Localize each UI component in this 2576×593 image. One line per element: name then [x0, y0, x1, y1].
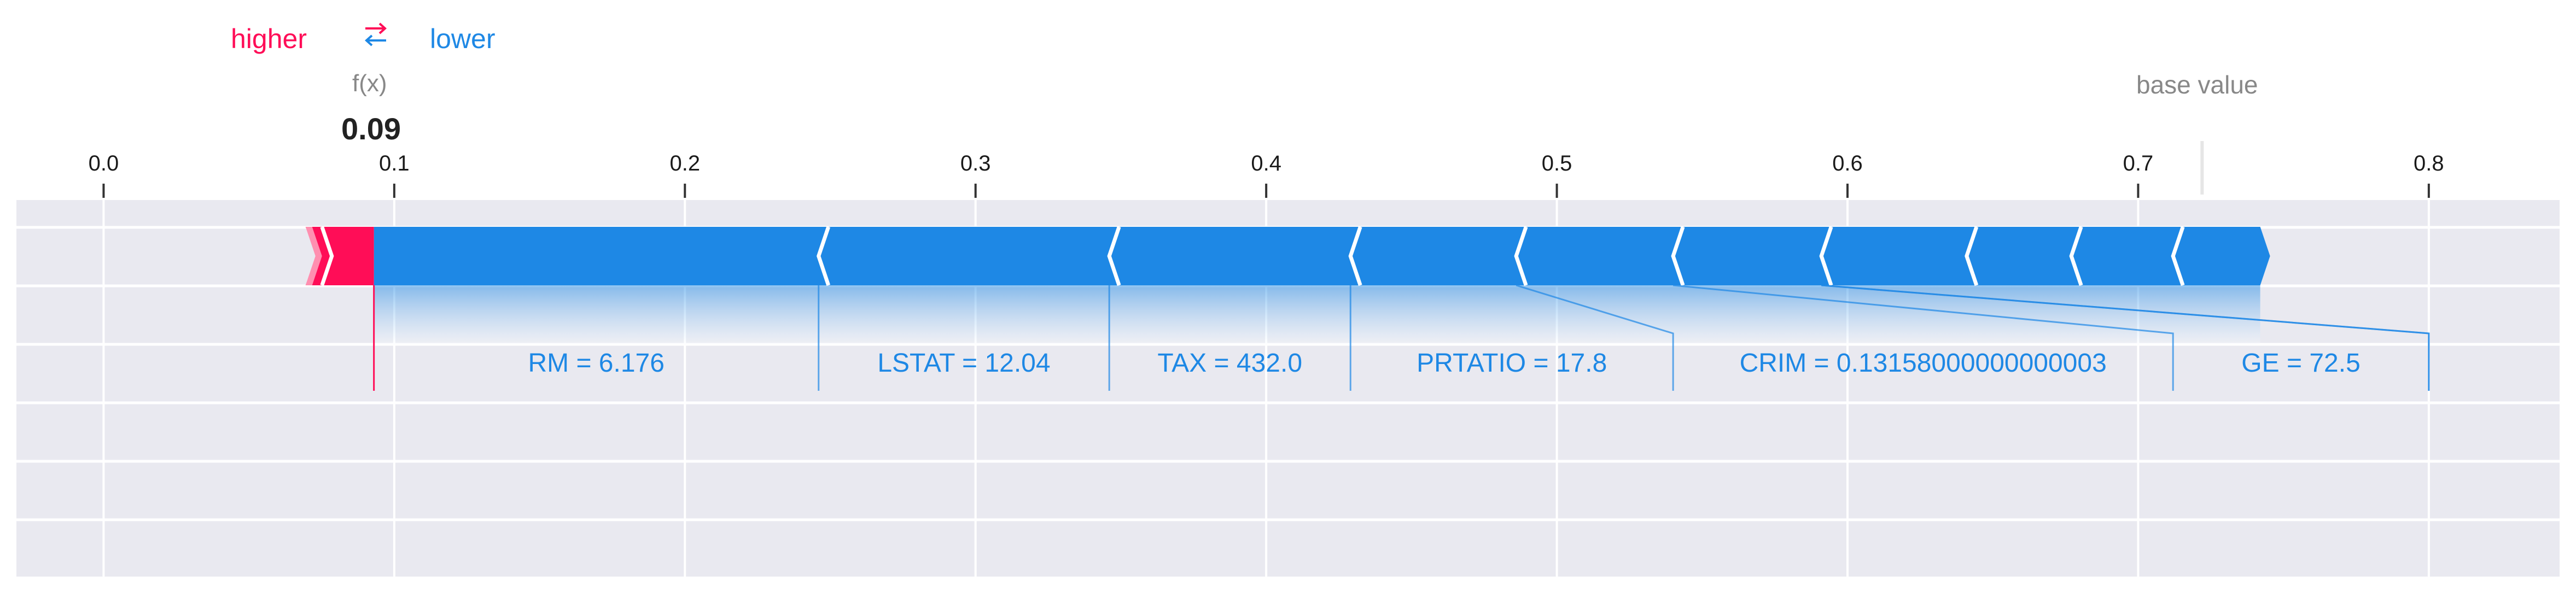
- swap-arrows-icon: [363, 20, 388, 54]
- x-tick-label: 0.6: [1832, 151, 1863, 175]
- feature-label: LSTAT = 12.04: [877, 349, 1050, 378]
- feature-label: RM = 6.176: [528, 349, 664, 378]
- x-axis: 0.0 0.1 0.2 0.3 0.4 0.5 0.6 0.7 0.8: [89, 151, 2444, 198]
- x-tick-label: 0.2: [669, 151, 700, 175]
- base-value-label: base value: [2136, 71, 2258, 99]
- x-tick-label: 0.5: [1542, 151, 1572, 175]
- higher-segment-separator: [320, 226, 334, 286]
- feature-labels: RM = 6.176 LSTAT = 12.04 TAX = 432.0 PRTATI…: [528, 349, 2360, 378]
- x-tick-label: 0.0: [89, 151, 119, 175]
- lower-segment-separator: [2069, 226, 2083, 286]
- legend-higher-label: higher: [231, 24, 307, 54]
- label-leader-line: [1516, 284, 1674, 391]
- label-leader-line: [1672, 284, 2174, 391]
- lower-segment-separator: [1819, 226, 1833, 286]
- lower-segment-separator: [1107, 226, 1121, 286]
- output-value: 0.09: [341, 111, 401, 146]
- label-leader-line: [1821, 284, 2430, 391]
- lower-segment-separator: [817, 226, 831, 286]
- x-tick-label: 0.4: [1251, 151, 1281, 175]
- lower-segment-separator: [2171, 226, 2185, 286]
- feature-label: PRTATIO = 17.8: [1417, 349, 1607, 378]
- x-tick-label: 0.1: [379, 151, 410, 175]
- force-bars: [305, 226, 2270, 286]
- output-label: f(x): [352, 70, 387, 97]
- lower-segment-separator: [1965, 226, 1979, 286]
- lower-segment-separator: [1514, 226, 1528, 286]
- feature-label: CRIM = 0.13158000000000003: [1740, 349, 2107, 378]
- legend-lower-label: lower: [430, 24, 496, 54]
- lower-bar: [374, 227, 2270, 285]
- label-leaders: [373, 284, 2430, 391]
- higher-bar: [305, 227, 374, 285]
- higher-bar-fade: [305, 227, 322, 285]
- x-tick-label: 0.3: [960, 151, 991, 175]
- lower-segment-separator: [1348, 226, 1362, 286]
- x-tick-label: 0.7: [2123, 151, 2154, 175]
- feature-label: GE = 72.5: [2241, 349, 2360, 378]
- feature-label: TAX = 432.0: [1157, 349, 1302, 378]
- lower-segment-separator: [1671, 226, 1685, 286]
- x-tick-label: 0.8: [2414, 151, 2444, 175]
